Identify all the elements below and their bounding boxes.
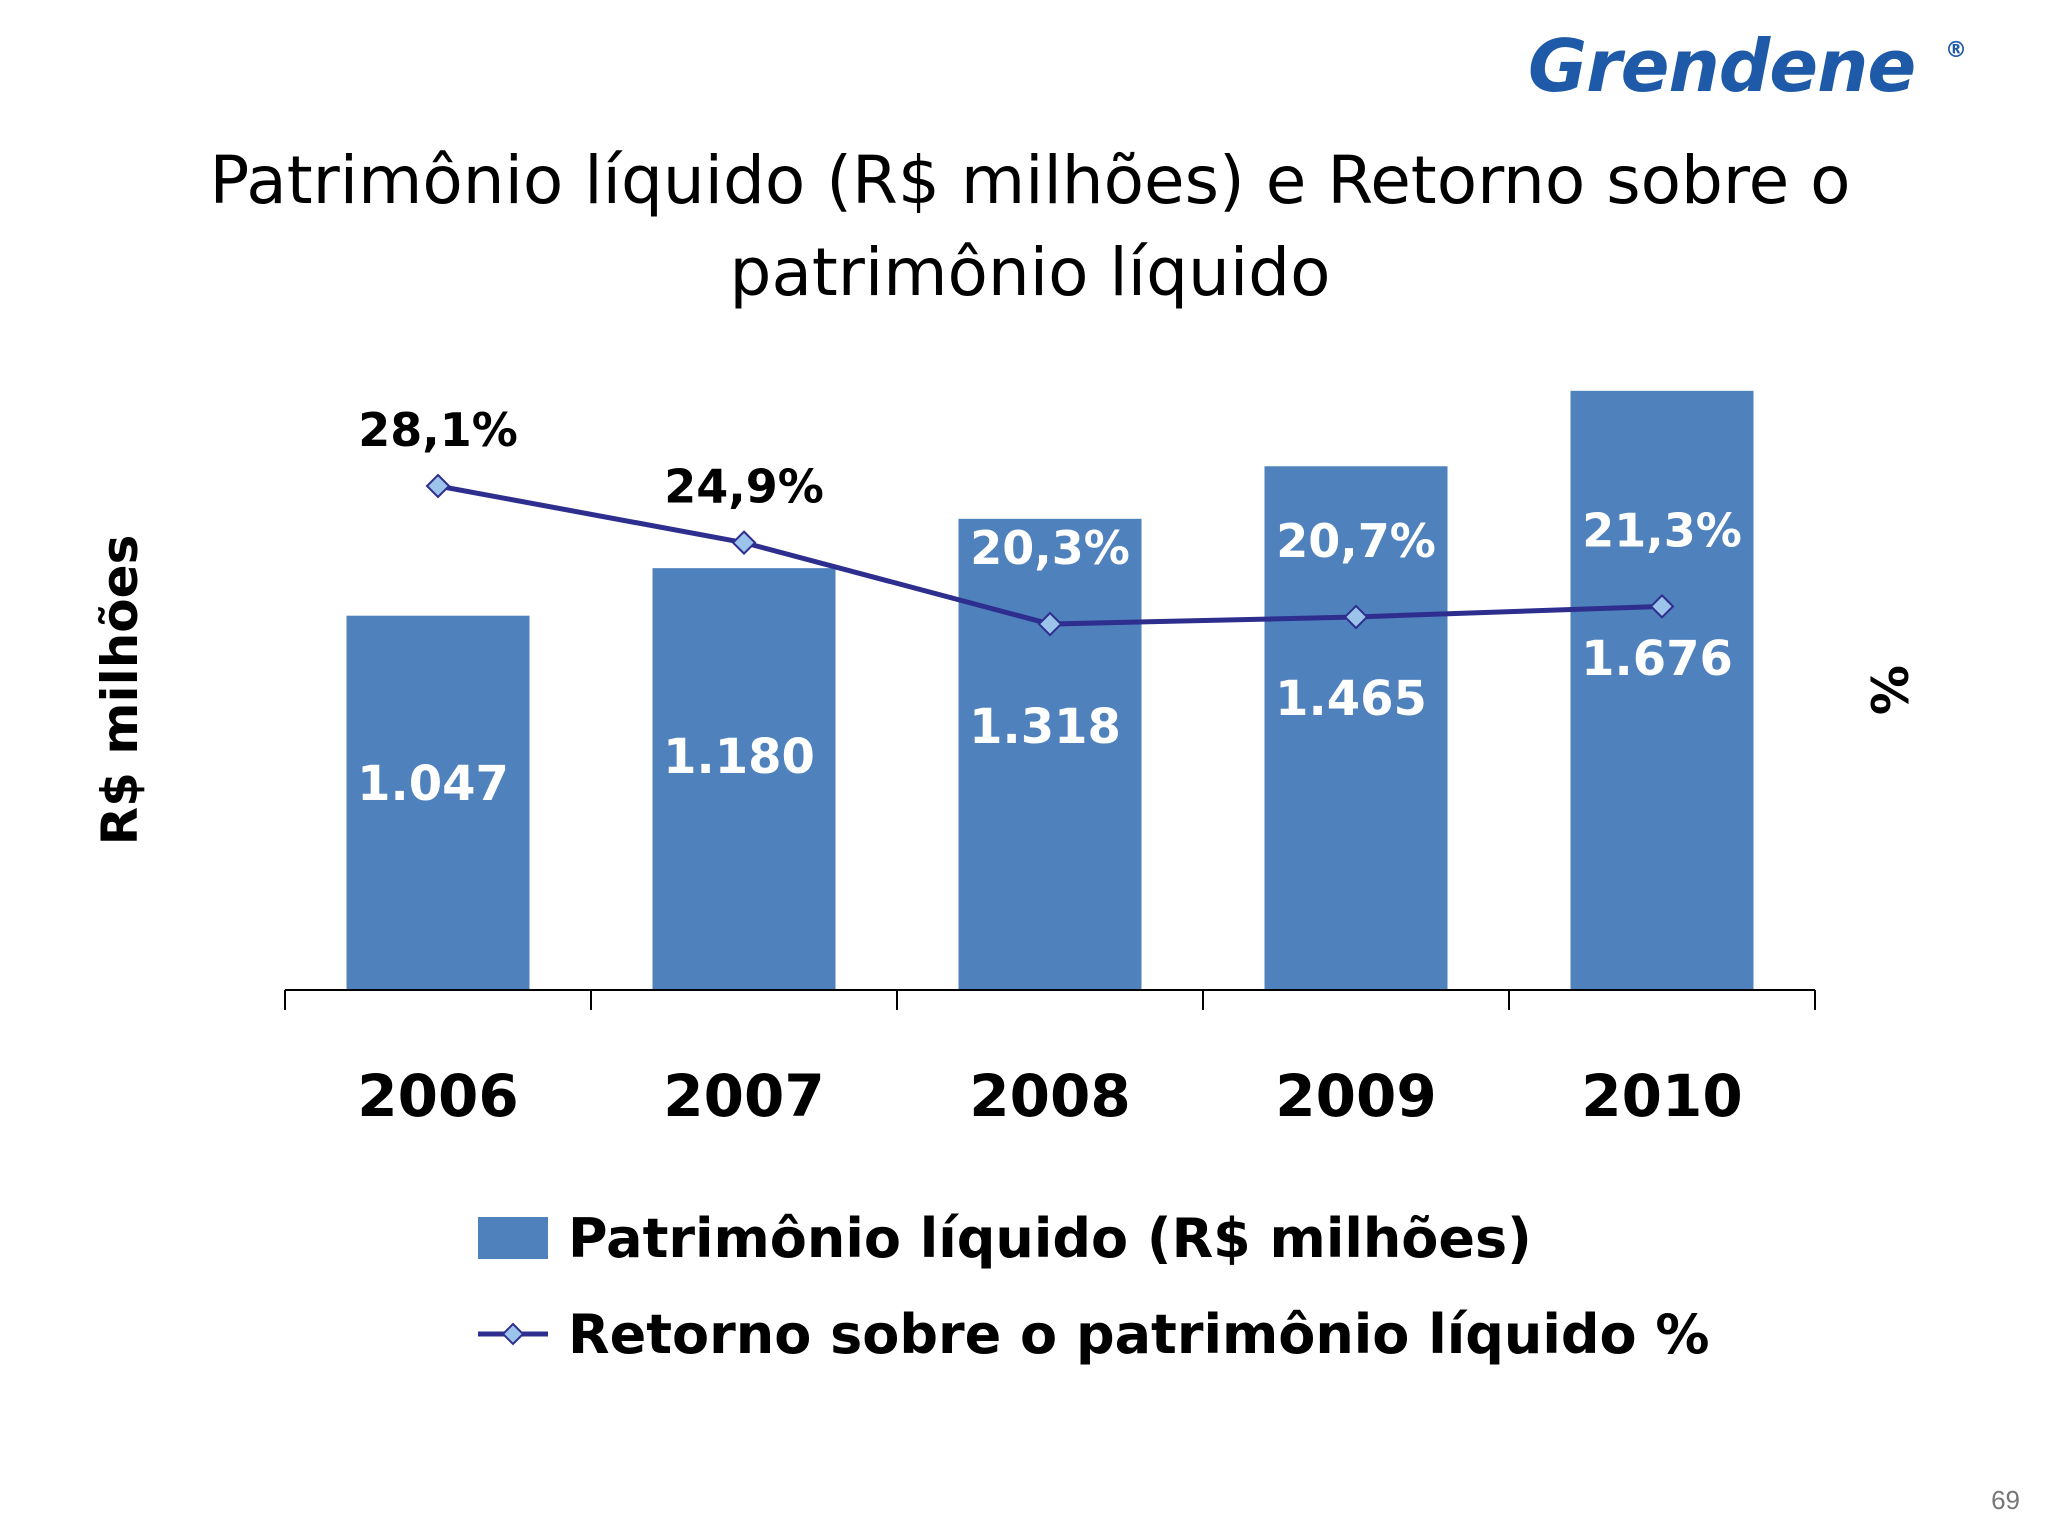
- bar-2006: [346, 615, 530, 990]
- legend-label-bars: Patrimônio líquido (R$ milhões): [568, 1206, 1532, 1270]
- x-tick-label-2006: 2006: [357, 1062, 518, 1130]
- bar-2010: [1570, 390, 1754, 991]
- bar-2008: [958, 518, 1142, 990]
- grendene-logo: Grendene ®: [1528, 30, 1967, 102]
- bar-value-label-2008: 1.318: [969, 699, 1121, 755]
- registered-mark: ®: [1945, 38, 1967, 63]
- title-line-2: patrimônio líquido: [729, 234, 1331, 312]
- logo-text: Grendene: [1528, 24, 1916, 108]
- roe-marker-2010: [1649, 593, 1675, 619]
- title-line-1: Patrimônio líquido (R$ milhões) e Retorn…: [209, 142, 1851, 219]
- roe-value-label-2008: 20,3%: [970, 521, 1130, 575]
- x-tick-label-2010: 2010: [1581, 1062, 1742, 1130]
- x-tick-label-2007: 2007: [663, 1062, 824, 1130]
- chart-legend: Patrimônio líquido (R$ milhões) Retorno …: [478, 1190, 1710, 1382]
- y-axis-label-left: R$ milhões: [91, 534, 149, 846]
- roe-value-label-2006: 28,1%: [358, 403, 518, 457]
- roe-marker-2006: [425, 473, 451, 499]
- page-number: 69: [1991, 1485, 2020, 1515]
- roe-marker-2008: [1037, 611, 1063, 637]
- slide-title: Patrimônio líquido (R$ milhões) e Retorn…: [150, 135, 1910, 320]
- x-tick-label-2008: 2008: [969, 1062, 1130, 1130]
- bar-value-label-2006: 1.047: [357, 756, 509, 812]
- x-tick-label-2009: 2009: [1275, 1062, 1436, 1130]
- bar-value-label-2007: 1.180: [663, 729, 815, 785]
- legend-item-bars: Patrimônio líquido (R$ milhões): [478, 1190, 1710, 1286]
- bar-2007: [652, 568, 836, 990]
- y-axis-label-right: %: [1859, 664, 1917, 716]
- roe-value-label-2010: 21,3%: [1582, 503, 1742, 557]
- legend-bar-swatch: [478, 1217, 548, 1259]
- bar-2009: [1264, 466, 1448, 990]
- roe-value-label-2009: 20,7%: [1276, 514, 1436, 568]
- legend-line-swatch: [478, 1313, 548, 1355]
- roe-marker-2007: [731, 530, 757, 556]
- roe-value-label-2007: 24,9%: [664, 460, 824, 514]
- bar-value-label-2009: 1.465: [1275, 671, 1427, 727]
- roe-marker-2009: [1343, 604, 1369, 630]
- legend-item-line: Retorno sobre o patrimônio líquido %: [478, 1286, 1710, 1382]
- bar-value-label-2010: 1.676: [1581, 631, 1733, 687]
- legend-label-line: Retorno sobre o patrimônio líquido %: [568, 1302, 1710, 1366]
